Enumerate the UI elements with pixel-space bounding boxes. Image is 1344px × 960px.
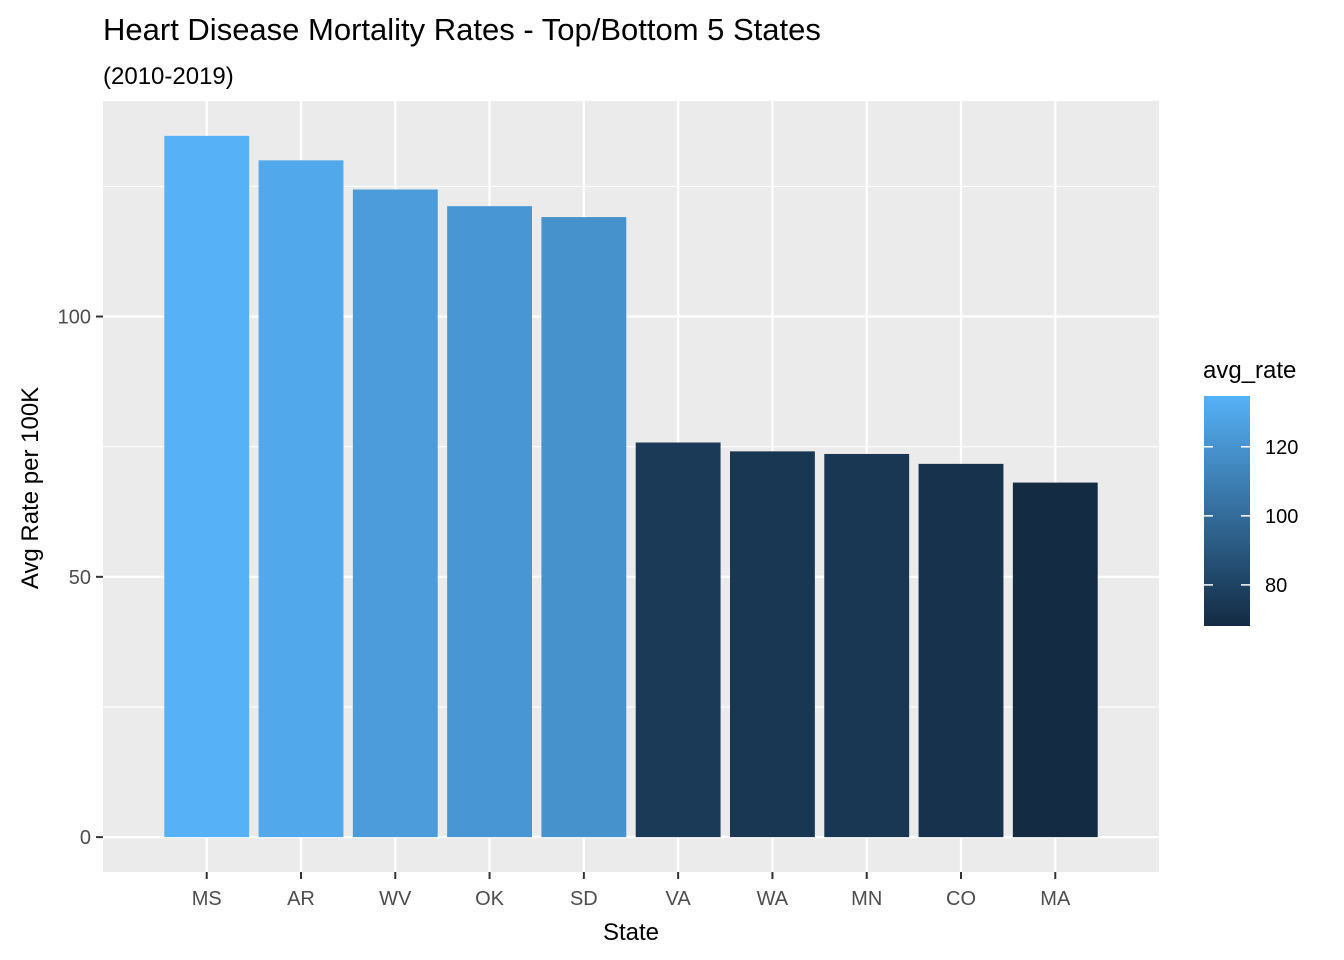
x-axis: MS AR WV OK SD VA WA MN CO MA [192,872,1071,910]
x-tick-label: MS [192,888,222,910]
bar-sd [541,217,627,838]
bar-mn [824,453,910,838]
y-tick-label: 50 [69,567,91,589]
chart-title: Heart Disease Mortality Rates - Top/Bott… [103,12,821,47]
x-tick-label: CO [946,888,976,910]
x-axis-title: State [603,919,659,946]
color-legend: avg_rate 80 100 120 [1203,357,1298,626]
legend-tick-label: 120 [1265,437,1298,459]
y-tick-label: 100 [58,307,91,329]
bar-ma [1012,482,1098,838]
x-tick-label: MA [1040,888,1071,910]
y-axis-title: Avg Rate per 100K [17,387,44,589]
x-tick-label: WA [757,888,789,910]
x-tick-label: WV [379,888,412,910]
y-axis: 0 50 100 [58,307,103,849]
legend-tick-label: 80 [1265,575,1287,597]
bar-wa [730,451,815,838]
y-tick-label: 0 [80,827,91,849]
chart-subtitle: (2010-2019) [103,63,234,90]
bar-co [918,463,1004,838]
x-tick-label: MN [851,888,882,910]
x-tick-label: SD [570,888,598,910]
x-tick-label: VA [666,888,692,910]
bar-ar [258,160,344,838]
bar-ok [447,206,532,838]
bar-wv [352,189,438,838]
x-tick-label: AR [287,888,315,910]
x-tick-label: OK [475,888,505,910]
bar-ms [164,135,250,838]
bars [164,135,1098,838]
legend-title: avg_rate [1203,357,1296,384]
legend-tick-label: 100 [1265,506,1298,528]
legend-colorbar [1204,396,1250,626]
bar-va [635,442,721,838]
